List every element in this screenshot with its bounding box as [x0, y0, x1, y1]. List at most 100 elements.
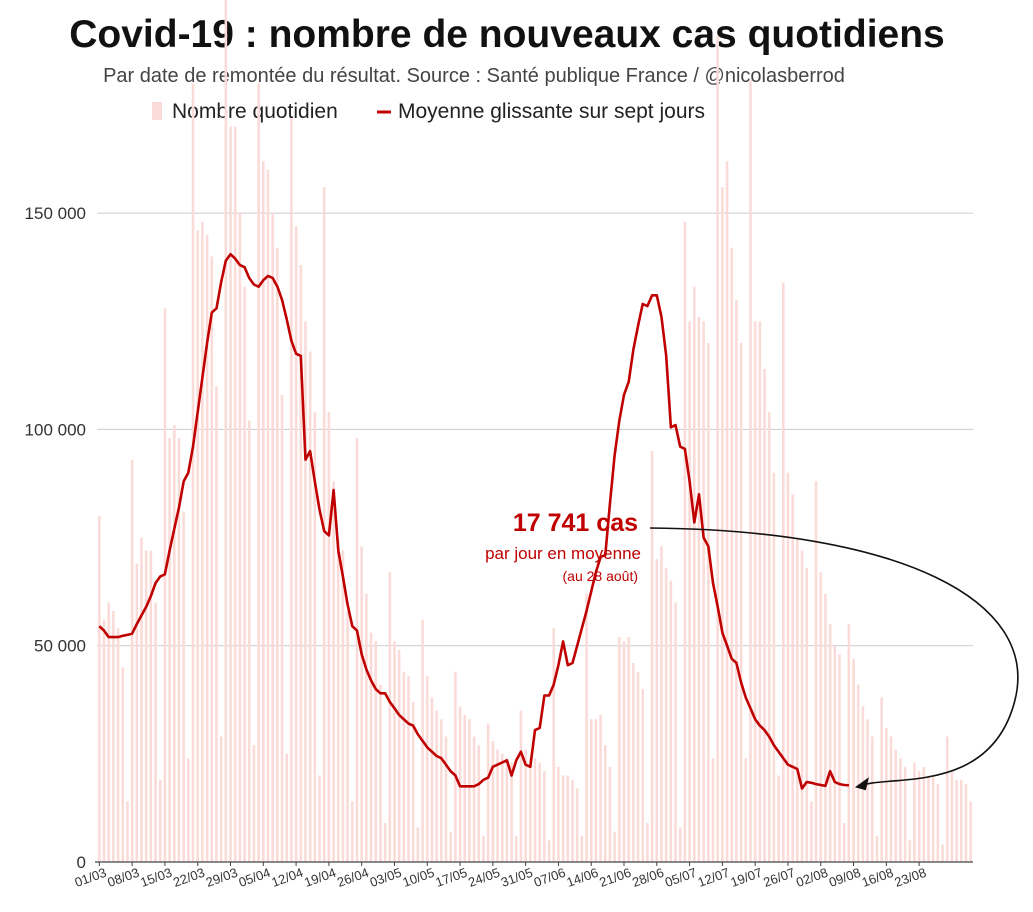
legend-line-label: Moyenne glissante sur sept jours — [398, 100, 705, 123]
daily-bar — [130, 459, 134, 862]
daily-bar — [491, 740, 495, 862]
daily-bar — [650, 451, 654, 862]
daily-bar — [388, 572, 392, 862]
daily-bar — [374, 641, 378, 862]
daily-bar — [262, 161, 265, 863]
daily-bar — [173, 425, 176, 862]
chart-subtitle: Par date de remontée du résultat. Source… — [103, 65, 845, 87]
daily-bar — [622, 641, 626, 862]
daily-bar — [496, 749, 499, 862]
daily-bar — [369, 632, 373, 862]
daily-bar — [308, 351, 312, 862]
daily-bar — [800, 550, 804, 862]
daily-bar — [126, 801, 129, 862]
daily-bar — [440, 719, 443, 862]
daily-bar — [482, 836, 485, 862]
daily-bar — [758, 321, 762, 862]
daily-bar — [852, 658, 855, 862]
x-tick-label: 09/08 — [827, 865, 863, 890]
y-axis-ticks: 0 50 000 100 000 150 000 — [25, 204, 86, 872]
daily-bar — [98, 515, 101, 862]
daily-bar — [903, 766, 907, 862]
x-tick-label: 19/07 — [728, 865, 764, 890]
x-tick-label: 05/04 — [237, 865, 273, 890]
daily-bar — [393, 641, 396, 862]
x-tick-label: 16/08 — [860, 865, 896, 890]
daily-bar — [102, 619, 106, 862]
daily-bar — [721, 187, 724, 862]
daily-bar — [135, 563, 139, 862]
daily-bar — [252, 745, 256, 862]
daily-bar — [402, 671, 406, 862]
daily-bar — [444, 736, 448, 862]
daily-bar — [632, 663, 635, 862]
daily-bar — [749, 79, 752, 862]
daily-bar — [922, 766, 926, 862]
daily-bar — [824, 593, 827, 862]
daily-bar — [514, 836, 518, 862]
x-tick-label: 15/03 — [138, 865, 174, 890]
daily-bar — [842, 823, 846, 862]
daily-bar — [819, 572, 823, 862]
daily-bar — [636, 671, 640, 862]
daily-bar — [725, 161, 729, 863]
daily-bar — [524, 749, 527, 862]
daily-bar — [575, 788, 579, 862]
daily-bar — [688, 321, 691, 862]
daily-bar — [290, 117, 293, 862]
daily-bar — [168, 438, 171, 862]
annotation-line2: (au 28 août) — [563, 568, 639, 584]
x-tick-label: 23/08 — [892, 865, 928, 890]
daily-bar — [547, 840, 551, 862]
x-tick-label: 08/03 — [105, 865, 141, 890]
daily-bar — [969, 801, 972, 862]
daily-bar — [552, 628, 556, 862]
daily-bar — [561, 775, 565, 862]
x-tick-label: 31/05 — [499, 865, 535, 890]
daily-bar — [870, 736, 874, 862]
daily-bar — [425, 675, 429, 862]
daily-bar — [655, 559, 659, 862]
daily-bar — [674, 602, 677, 862]
daily-bar — [486, 723, 490, 862]
annotation: 17 741 cas par jour en moyenne (au 28 ao… — [485, 509, 1019, 791]
legend-bars-label: Nombre quotidien — [172, 100, 338, 123]
daily-bar — [669, 580, 673, 862]
x-tick-label: 28/06 — [630, 865, 666, 890]
daily-bar — [960, 779, 963, 862]
daily-bar — [599, 714, 602, 862]
daily-bar — [121, 667, 125, 862]
daily-bar — [336, 537, 340, 862]
daily-bar — [266, 169, 270, 862]
daily-bar — [304, 321, 307, 862]
daily-bar — [505, 758, 509, 862]
daily-bar — [238, 213, 242, 863]
daily-bar — [468, 719, 471, 862]
daily-bar — [763, 368, 766, 862]
daily-bar — [955, 779, 958, 862]
daily-bar — [435, 710, 438, 862]
daily-bar — [739, 342, 743, 862]
daily-bar — [697, 316, 701, 863]
daily-bar — [917, 771, 921, 862]
daily-bar — [908, 840, 912, 862]
daily-bar — [529, 758, 532, 862]
daily-bar — [585, 593, 588, 862]
daily-bar — [510, 762, 513, 862]
daily-bar — [913, 762, 916, 862]
daily-bar — [322, 187, 326, 862]
daily-bar — [772, 472, 776, 862]
daily-bar — [233, 126, 237, 863]
annotation-line1: par jour en moyenne — [485, 544, 641, 563]
x-tick-label: 14/06 — [565, 865, 601, 890]
daily-bar — [163, 308, 167, 862]
daily-bars — [98, 0, 972, 863]
chart-title: Covid-19 : nombre de nouveaux cas quotid… — [69, 13, 945, 56]
daily-bar — [594, 719, 598, 862]
daily-bar — [383, 823, 387, 862]
daily-bar — [744, 758, 748, 862]
x-tick-label: 07/06 — [532, 865, 568, 890]
daily-bar — [753, 321, 757, 862]
daily-bar — [224, 0, 228, 862]
